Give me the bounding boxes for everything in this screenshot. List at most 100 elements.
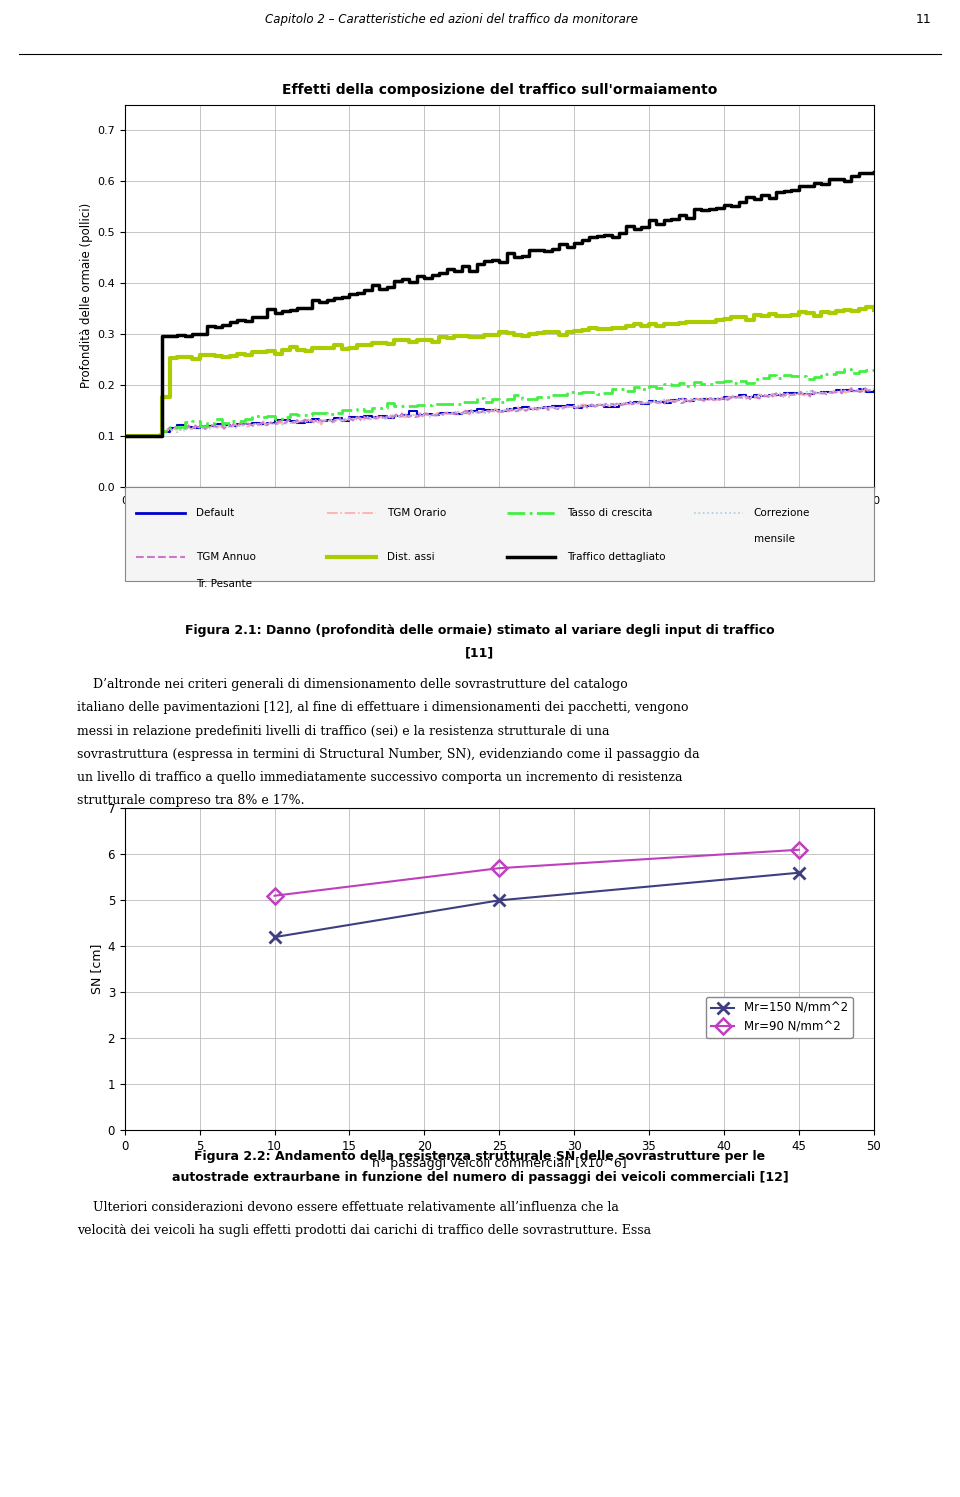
Line: Dist. assi: Dist. assi xyxy=(125,307,874,436)
Mr=90 N/mm^2 xyxy=(493,859,505,877)
Legend: Mr=150 N/mm^2, Mr=90 N/mm^2: Mr=150 N/mm^2, Mr=90 N/mm^2 xyxy=(707,997,852,1039)
Default xyxy=(852,380,864,398)
Line: Correzione
mensile: Correzione mensile xyxy=(125,388,874,436)
Correzione
mensile xyxy=(495,401,507,419)
Text: Figura 2.2: Andamento della resistenza strutturale SN delle sovrastrutture per l: Figura 2.2: Andamento della resistenza s… xyxy=(195,1150,765,1163)
Text: TGM Annuo: TGM Annuo xyxy=(196,552,255,563)
Text: Ulteriori considerazioni devono essere effettuate relativamente all’influenza ch: Ulteriori considerazioni devono essere e… xyxy=(77,1201,618,1214)
Text: autostrade extraurbane in funzione del numero di passaggi dei veicoli commercial: autostrade extraurbane in funzione del n… xyxy=(172,1171,788,1184)
Text: italiano delle pavimentazioni [12], al fine di effettuare i dimensionamenti dei : italiano delle pavimentazioni [12], al f… xyxy=(77,701,688,714)
Text: Tr. Pesante: Tr. Pesante xyxy=(196,579,252,588)
Correzione
mensile xyxy=(596,397,608,415)
TGM Orario xyxy=(667,391,679,409)
Mr=150 N/mm^2 xyxy=(793,864,804,882)
TGM Annuo
Tr. Pesante xyxy=(667,392,679,410)
Dist. assi xyxy=(860,298,872,316)
Traffico dettagliato xyxy=(434,263,445,281)
Traffico dettagliato xyxy=(186,325,198,343)
Traffico dettagliato xyxy=(396,272,408,290)
Dist. assi xyxy=(119,427,131,445)
Tasso di crescita xyxy=(119,427,131,445)
Correzione
mensile xyxy=(868,380,879,398)
TGM Orario xyxy=(868,380,879,398)
Text: mensile: mensile xyxy=(754,534,795,545)
Text: Tasso di crescita: Tasso di crescita xyxy=(566,507,652,518)
Mr=90 N/mm^2 xyxy=(269,886,280,904)
TGM Orario xyxy=(216,416,228,434)
Default xyxy=(127,427,138,445)
Correzione
mensile xyxy=(667,391,679,409)
Line: Mr=150 N/mm^2: Mr=150 N/mm^2 xyxy=(268,867,805,943)
Line: Mr=90 N/mm^2: Mr=90 N/mm^2 xyxy=(269,844,804,901)
Mr=150 N/mm^2 xyxy=(269,928,280,946)
Dist. assi xyxy=(434,328,445,346)
Line: Default: Default xyxy=(125,389,874,436)
Dist. assi xyxy=(186,350,198,368)
Default xyxy=(119,427,131,445)
Dist. assi xyxy=(523,325,535,343)
Default xyxy=(808,385,820,403)
Correzione
mensile xyxy=(866,379,877,397)
Text: 11: 11 xyxy=(916,13,931,27)
Line: Tasso di crescita: Tasso di crescita xyxy=(125,368,874,436)
Tasso di crescita xyxy=(186,412,198,430)
TGM Orario xyxy=(119,427,131,445)
Tasso di crescita xyxy=(523,389,535,407)
TGM Orario xyxy=(495,401,507,419)
Title: Effetti della composizione del traffico sull'ormaiamento: Effetti della composizione del traffico … xyxy=(281,82,717,97)
Text: sovrastruttura (espressa in termini di Structural Number, SN), evidenziando come: sovrastruttura (espressa in termini di S… xyxy=(77,747,700,760)
X-axis label: n° passaggi veicoli commerciali [x10^6]: n° passaggi veicoli commerciali [x10^6] xyxy=(372,1157,627,1171)
Traffico dettagliato xyxy=(127,427,138,445)
Y-axis label: Profondità delle ormaie (pollici): Profondità delle ormaie (pollici) xyxy=(81,204,93,388)
Tasso di crescita xyxy=(808,370,820,388)
Tasso di crescita xyxy=(838,359,850,377)
TGM Annuo
Tr. Pesante xyxy=(495,403,507,421)
Dist. assi xyxy=(127,427,138,445)
TGM Orario xyxy=(596,395,608,413)
Traffico dettagliato xyxy=(868,163,879,181)
TGM Annuo
Tr. Pesante xyxy=(119,427,131,445)
Traffico dettagliato xyxy=(523,241,535,259)
Default xyxy=(434,404,445,422)
Default xyxy=(868,383,879,401)
TGM Annuo
Tr. Pesante xyxy=(529,400,540,418)
Tasso di crescita xyxy=(868,362,879,380)
Correzione
mensile xyxy=(529,401,540,419)
TGM Annuo
Tr. Pesante xyxy=(858,379,870,397)
Dist. assi xyxy=(808,304,820,322)
TGM Annuo
Tr. Pesante xyxy=(216,418,228,436)
Line: TGM Annuo
Tr. Pesante: TGM Annuo Tr. Pesante xyxy=(125,388,874,436)
Line: Traffico dettagliato: Traffico dettagliato xyxy=(125,172,874,436)
Text: Traffico dettagliato: Traffico dettagliato xyxy=(566,552,665,563)
Dist. assi xyxy=(868,301,879,319)
Text: velocità dei veicoli ha sugli effetti prodotti dai carichi di traffico delle sov: velocità dei veicoli ha sugli effetti pr… xyxy=(77,1225,651,1237)
TGM Annuo
Tr. Pesante xyxy=(868,379,879,397)
Text: messi in relazione predefiniti livelli di traffico (sei) e la resistenza struttu: messi in relazione predefiniti livelli d… xyxy=(77,725,610,738)
Mr=90 N/mm^2 xyxy=(793,841,804,859)
Tasso di crescita xyxy=(396,398,408,416)
X-axis label: Tempo (Anni): Tempo (Anni) xyxy=(458,510,540,524)
Text: Correzione: Correzione xyxy=(754,507,810,518)
Y-axis label: SN [cm]: SN [cm] xyxy=(90,945,104,994)
Traffico dettagliato xyxy=(119,427,131,445)
Text: TGM Orario: TGM Orario xyxy=(387,507,446,518)
Text: [11]: [11] xyxy=(466,647,494,660)
Default xyxy=(396,407,408,425)
Correzione
mensile xyxy=(119,427,131,445)
TGM Annuo
Tr. Pesante xyxy=(389,407,400,425)
Traffico dettagliato xyxy=(808,177,820,195)
Text: strutturale compreso tra 8% e 17%.: strutturale compreso tra 8% e 17%. xyxy=(77,793,304,807)
TGM Orario xyxy=(389,407,400,425)
Text: Default: Default xyxy=(196,507,234,518)
Text: D’altronde nei criteri generali di dimensionamento delle sovrastrutture del cata: D’altronde nei criteri generali di dimen… xyxy=(77,678,628,692)
Default xyxy=(523,401,535,419)
Mr=150 N/mm^2 xyxy=(493,891,505,909)
FancyBboxPatch shape xyxy=(125,487,874,581)
Default xyxy=(186,419,198,437)
Tasso di crescita xyxy=(127,427,138,445)
Text: Dist. assi: Dist. assi xyxy=(387,552,435,563)
Dist. assi xyxy=(396,331,408,349)
Text: Figura 2.1: Danno (profondità delle ormaie) stimato al variare degli input di tr: Figura 2.1: Danno (profondità delle orma… xyxy=(185,624,775,638)
Line: TGM Orario: TGM Orario xyxy=(125,389,874,436)
Text: un livello di traffico a quello immediatamente successivo comporta un incremento: un livello di traffico a quello immediat… xyxy=(77,771,683,784)
